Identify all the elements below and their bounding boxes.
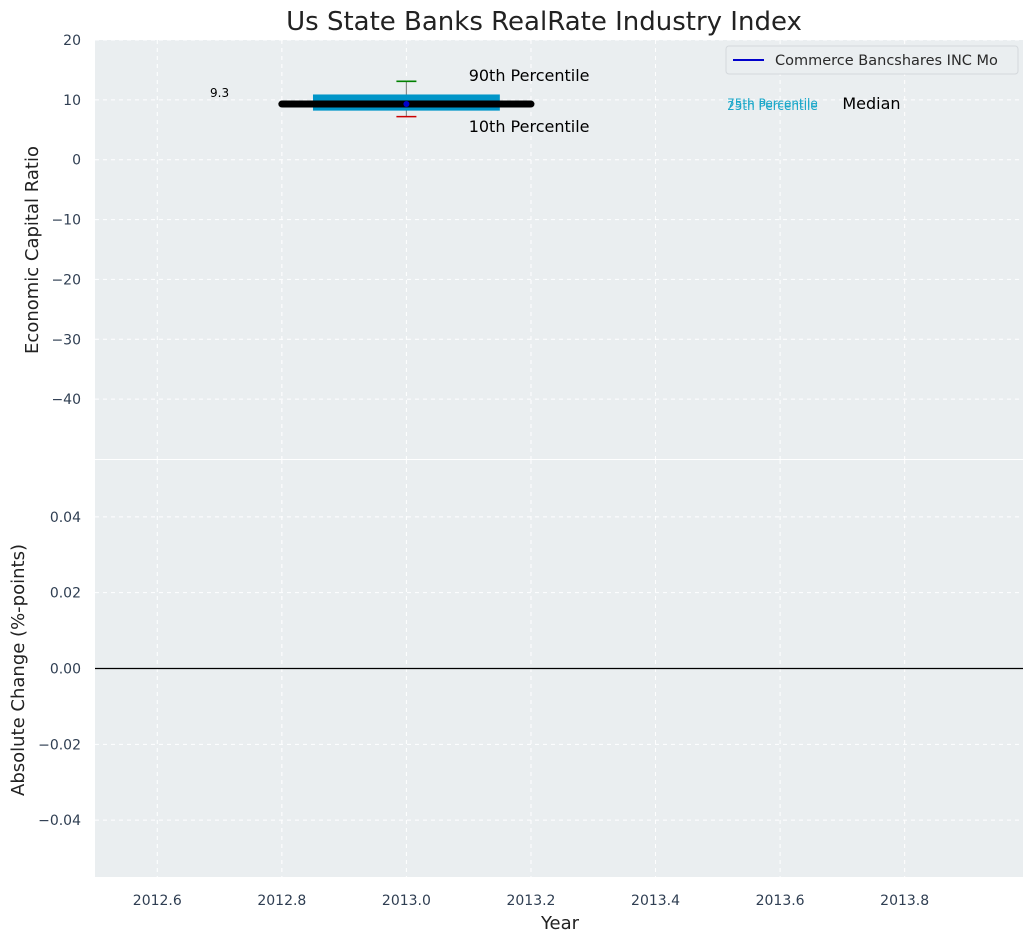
annotation-label: 90th Percentile (469, 66, 590, 85)
top-marks: 9.3 (210, 80, 535, 118)
top-y-tick-label: −40 (51, 392, 81, 408)
legend-entry-label: Commerce Bancshares INC Mo (775, 53, 998, 69)
chart-title: Us State Banks RealRate Industry Index (286, 7, 802, 37)
x-axis-label: Year (540, 913, 580, 934)
top-panel-background (95, 40, 1023, 459)
bottom-y-tick-label: 0.04 (50, 510, 81, 526)
top-y-tick-label: −20 (51, 272, 81, 288)
top-y-tick-label: 0 (72, 153, 81, 169)
x-tick-label: 2013.0 (382, 893, 431, 909)
annotation-label: 75th Percentile (727, 96, 818, 110)
x-tick-label: 2013.4 (631, 893, 680, 909)
x-ticks: 2012.6 2012.8 2013.0 2013.2 2013.4 2013.6 2013… (133, 893, 929, 909)
bottom-y-axis-label: Absolute Change (%-points) (8, 544, 29, 796)
bottom-y-tick-label: −0.04 (38, 813, 81, 829)
legend[interactable]: Commerce Bancshares INC Mo (725, 45, 1019, 75)
bottom-y-ticks: 0.04 0.02 0.00 −0.02 −0.04 (38, 510, 81, 829)
top-y-tick-label: −30 (51, 332, 81, 348)
bottom-y-tick-label: 0.02 (50, 586, 81, 602)
x-tick-label: 2013.2 (506, 893, 555, 909)
x-tick-label: 2013.6 (756, 893, 805, 909)
legend-box (725, 45, 1019, 75)
top-y-tick-label: −10 (51, 213, 81, 229)
top-grid (95, 39, 1023, 459)
x-tick-label: 2012.8 (257, 893, 306, 909)
top-y-tick-label: 20 (63, 33, 81, 49)
bottom-y-tick-label: −0.02 (38, 737, 81, 753)
top-y-tick-label: 10 (63, 93, 81, 109)
bottom-panel: 0.04 0.02 0.00 −0.02 −0.04 Absolute Change (… (8, 460, 1023, 877)
value-label: 9.3 (210, 86, 229, 100)
top-annotations: 90th Percentile 10th Percentile 75th Perce… (469, 66, 901, 136)
annotation-label: Median (842, 94, 900, 113)
series-point (403, 101, 410, 108)
annotation-label: 25th Percentile (727, 99, 818, 113)
top-y-ticks: 20 10 0 −10 −20 −30 −40 (51, 33, 81, 408)
bottom-y-tick-label: 0.00 (50, 662, 81, 678)
annotation-label: 10th Percentile (469, 117, 590, 136)
top-y-axis-label: Economic Capital Ratio (22, 146, 43, 354)
x-tick-label: 2013.8 (880, 893, 929, 909)
top-panel: 20 10 0 −10 −20 −30 −40 9.3 90th Percentile 10t… (22, 33, 1023, 459)
x-tick-label: 2012.6 (133, 893, 182, 909)
